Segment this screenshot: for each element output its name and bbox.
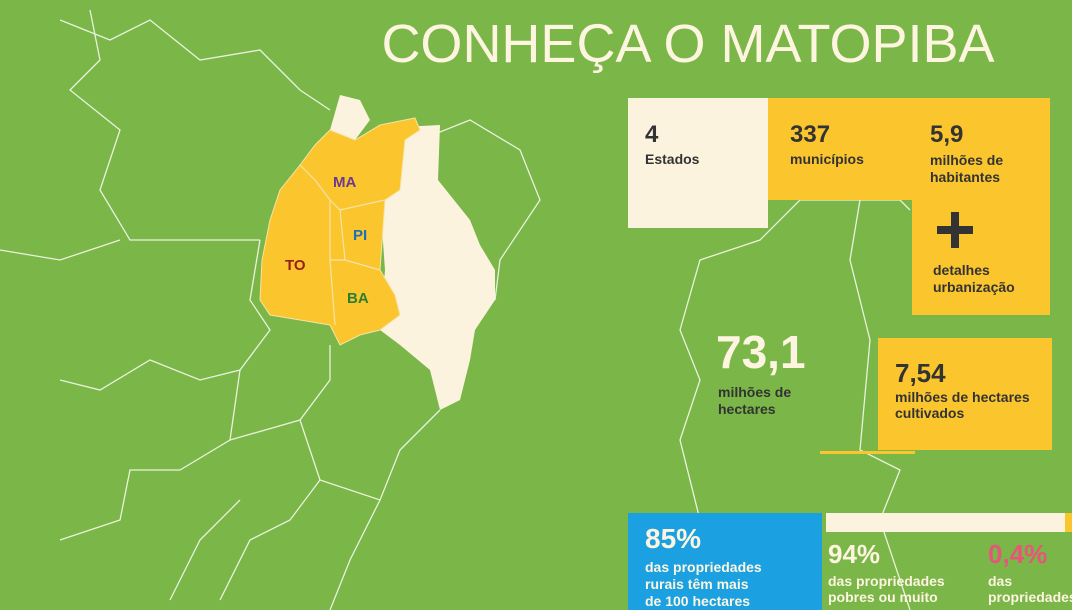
non-matopiba-region [330, 95, 370, 140]
stat-box [878, 338, 1052, 450]
stat-label: propriedades [988, 589, 1072, 605]
matopiba-region [259, 117, 421, 346]
stat-value: 5,9 [930, 121, 963, 148]
state-label: TO [285, 257, 306, 274]
stat-label[interactable]: habitantes [930, 169, 1000, 185]
plus-icon[interactable] [937, 212, 973, 248]
stat-label: rurais têm mais [645, 576, 749, 592]
state-label: BA [347, 290, 369, 307]
stat-label: municípios [790, 151, 864, 167]
non-matopiba-region [380, 125, 495, 410]
stat-value: 337 [790, 121, 830, 148]
stat-value: 4 [645, 121, 659, 148]
stat-value: 7,54 [895, 358, 946, 388]
stat-value: 73,1 [716, 326, 806, 378]
stat-label: milhões de [930, 152, 1003, 168]
map-borders [0, 9, 911, 610]
stat-box [628, 513, 822, 610]
stat-value: 85% [645, 523, 701, 554]
stat-label: milhões de hectares [895, 389, 1030, 405]
stat-bar [1065, 513, 1072, 532]
stat-label: hectares [718, 401, 776, 417]
stat-label: Estados [645, 151, 700, 167]
stat-label: cultivados [895, 405, 964, 421]
stat-label[interactable]: urbanização [933, 279, 1015, 295]
stat-label: de 100 hectares [645, 593, 750, 609]
stat-box [912, 200, 1050, 315]
stat-box [768, 98, 1050, 200]
stat-label[interactable]: detalhes [933, 262, 990, 278]
state-label: PI [353, 227, 367, 244]
stat-bar [826, 513, 1065, 532]
stat-label: milhões de [718, 384, 791, 400]
stat-label: das propriedades [645, 559, 762, 575]
accent-line [820, 451, 915, 454]
stat-label: das propriedades [828, 573, 945, 589]
stat-value: 0,4% [988, 539, 1047, 569]
plus-bar [951, 212, 959, 248]
state-label: MA [333, 174, 356, 191]
stat-label: das [988, 573, 1012, 589]
state-borders [299, 164, 386, 326]
title: CONHEÇA O MATOPIBA [381, 14, 994, 74]
stat-value: 94% [828, 539, 880, 569]
stat-label: pobres ou muito [828, 589, 938, 605]
stat-box [628, 98, 768, 228]
